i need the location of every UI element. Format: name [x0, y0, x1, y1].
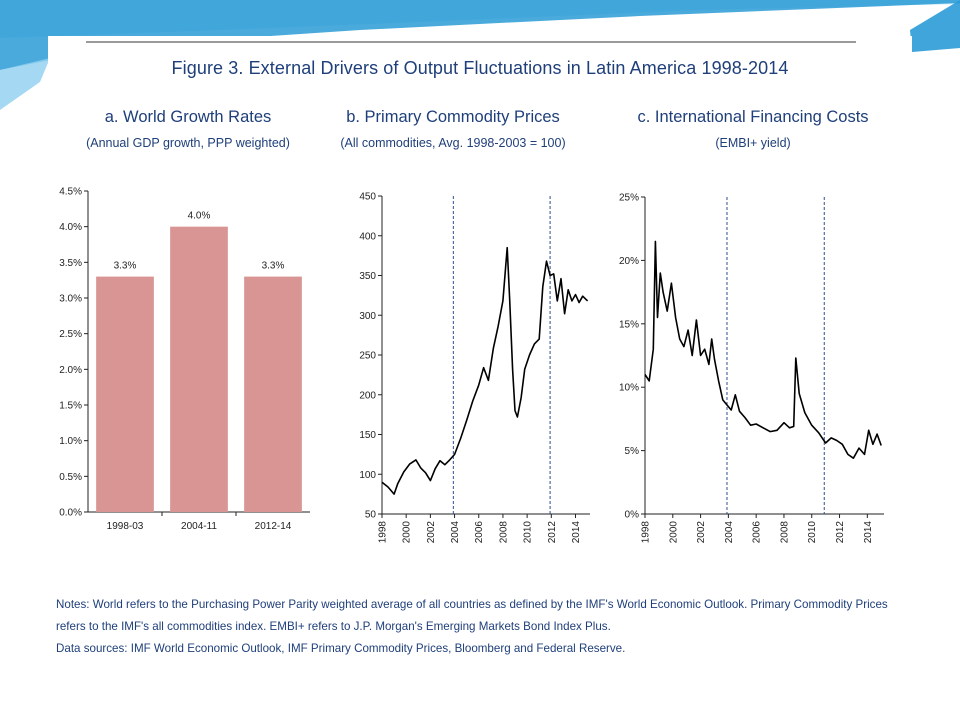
embi-x-tick-label: 2004: [724, 521, 735, 544]
price-series-line-0: [381, 246, 589, 495]
bar-y-tick-label: 0.0%: [59, 508, 82, 519]
bar-x-tick-label: 2004-11: [181, 521, 217, 532]
embi-y-tick-label: 20%: [619, 256, 639, 267]
bar-y-tick-label: 4.5%: [59, 187, 82, 198]
embi-x-tick-label: 2012: [835, 521, 846, 544]
price-x-tick-label: 2012: [547, 521, 558, 544]
embi-x-tick-label: 2008: [779, 521, 790, 544]
bar-y-tick-label: 2.0%: [59, 365, 82, 376]
title-rule: [86, 41, 856, 43]
price-y-tick-label: 450: [359, 192, 376, 203]
price-y-tick-label: 150: [359, 430, 376, 441]
figure-title: Figure 3. External Drivers of Output Flu…: [171, 58, 789, 78]
panel-b-title: b. Primary Commodity Prices: [346, 108, 560, 126]
price-y-tick-label: 50: [365, 510, 377, 521]
charts-canvas: 0.0% 0.5% 1.0% 1.5% 2.0% 2.5% 3.0% 3.5% 4.0% 4.5%…: [59, 187, 884, 544]
price-x-tick-label: 2010: [523, 521, 534, 544]
bar-x-tick-label: 2012-14: [255, 521, 292, 532]
bar-data-label: 4.0%: [188, 211, 211, 222]
embi-y-tick-label: 5%: [625, 446, 640, 457]
bar-data-label: 3.3%: [262, 261, 285, 272]
panel-a-subtitle: (Annual GDP growth, PPP weighted): [86, 136, 290, 150]
price-y-tick-label: 200: [359, 390, 376, 401]
embi-x-tick-label: 2002: [696, 521, 707, 544]
bar-y-tick-label: 4.0%: [59, 222, 82, 233]
bar-y-tick-label: 1.5%: [59, 401, 82, 412]
embi-y-tick-label: 25%: [619, 193, 639, 204]
notes-text: Notes: World refers to the Purchasing Po…: [56, 598, 888, 633]
bar-x-tick-label: 1998-03: [107, 521, 144, 532]
bar-y-tick-label: 3.5%: [59, 258, 82, 269]
bar-y-tick-label: 0.5%: [59, 472, 82, 483]
banner-wave-right: [910, 0, 960, 52]
price-x-tick-label: 1998: [378, 521, 389, 544]
embi-y-tick-label: 0%: [625, 510, 640, 521]
embi-y-tick-label: 15%: [619, 319, 639, 330]
embi-x-tick-label: 2014: [863, 521, 874, 544]
figure-card: Figure 3. External Drivers of Output Flu…: [48, 36, 912, 700]
bar-1998-03: [96, 276, 154, 512]
banner-wave-left-tail: [0, 58, 50, 110]
price-x-tick-label: 2008: [498, 521, 509, 544]
bar-data-label: 3.3%: [114, 261, 137, 272]
price-x-tick-label: 2004: [450, 521, 461, 544]
decorative-banner: [0, 0, 960, 110]
bar-y-tick-label: 1.0%: [59, 436, 82, 447]
bar-2012-14: [244, 276, 302, 512]
embi-y-tick-label: 10%: [619, 383, 639, 394]
panel-a-title: a. World Growth Rates: [104, 108, 272, 126]
price-y-tick-label: 100: [359, 470, 376, 481]
price-y-tick-label: 400: [359, 231, 376, 242]
price-x-tick-label: 2000: [402, 521, 413, 544]
figure-notes: Notes: World refers to the Purchasing Po…: [56, 594, 906, 660]
bar-2004-11: [170, 226, 228, 512]
embi-series-line-0: [644, 240, 882, 460]
embi-x-tick-label: 2010: [807, 521, 818, 544]
price-x-tick-label: 2006: [474, 521, 485, 544]
embi-x-tick-label: 2000: [668, 521, 679, 544]
price-y-tick-label: 250: [359, 351, 376, 362]
panel-c-title: c. International Financing Costs: [637, 108, 869, 126]
banner-wave-dark: [0, 0, 960, 70]
price-y-tick-label: 350: [359, 271, 376, 282]
price-y-tick-label: 300: [359, 311, 376, 322]
panel-c-subtitle: (EMBI+ yield): [715, 136, 791, 150]
panel-b-subtitle: (All commodities, Avg. 1998-2003 = 100): [340, 136, 566, 150]
data-sources-text: Data sources: IMF World Economic Outlook…: [56, 642, 626, 655]
bar-y-tick-label: 3.0%: [59, 294, 82, 305]
price-x-tick-label: 2014: [571, 521, 582, 544]
price-x-tick-label: 2002: [426, 521, 437, 544]
embi-x-tick-label: 2006: [752, 521, 763, 544]
embi-x-tick-label: 1998: [641, 521, 652, 544]
bar-y-tick-label: 2.5%: [59, 329, 82, 340]
